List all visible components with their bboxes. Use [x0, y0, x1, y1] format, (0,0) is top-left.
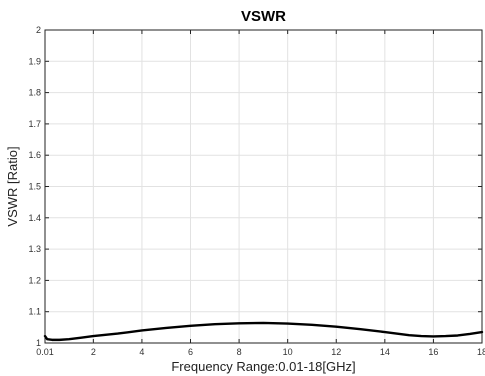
x-tick-label: 0.01 [36, 347, 54, 357]
series-layer [43, 321, 484, 342]
vswr-series-line [43, 321, 484, 342]
x-tick-label: 2 [91, 347, 96, 357]
gridlines [45, 30, 482, 343]
x-tick-label: 16 [428, 347, 438, 357]
y-tick-label: 1.9 [28, 56, 41, 66]
y-tick-label: 2 [36, 25, 41, 35]
x-tick-label: 4 [139, 347, 144, 357]
y-tick-labels: 1 1.1 1.2 1.3 1.4 1.5 1.6 1.7 1.8 1.9 2 [28, 25, 41, 348]
x-tick-label: 6 [188, 347, 193, 357]
y-tick-label: 1.7 [28, 119, 41, 129]
y-tick-label: 1.5 [28, 182, 41, 192]
tick-marks [44, 29, 483, 344]
x-tick-label: 14 [380, 347, 390, 357]
y-tick-label: 1.4 [28, 213, 41, 223]
x-axis-label: Frequency Range:0.01-18[GHz] [171, 359, 355, 374]
y-tick-label: 1.8 [28, 88, 41, 98]
x-tick-labels: 0.01 2 4 6 8 10 12 14 16 18 [36, 347, 485, 357]
y-axis-label: VSWR [Ratio] [5, 146, 20, 226]
y-tick-label: 1.2 [28, 275, 41, 285]
y-tick-label: 1.3 [28, 244, 41, 254]
y-tick-label: 1.6 [28, 150, 41, 160]
y-tick-label: 1.1 [28, 307, 41, 317]
chart-title: VSWR [241, 8, 286, 25]
x-tick-label: 8 [237, 347, 242, 357]
y-tick-label: 1 [36, 338, 41, 348]
x-tick-label: 12 [331, 347, 341, 357]
x-tick-label: 10 [283, 347, 293, 357]
x-tick-label: 18 [477, 347, 485, 357]
